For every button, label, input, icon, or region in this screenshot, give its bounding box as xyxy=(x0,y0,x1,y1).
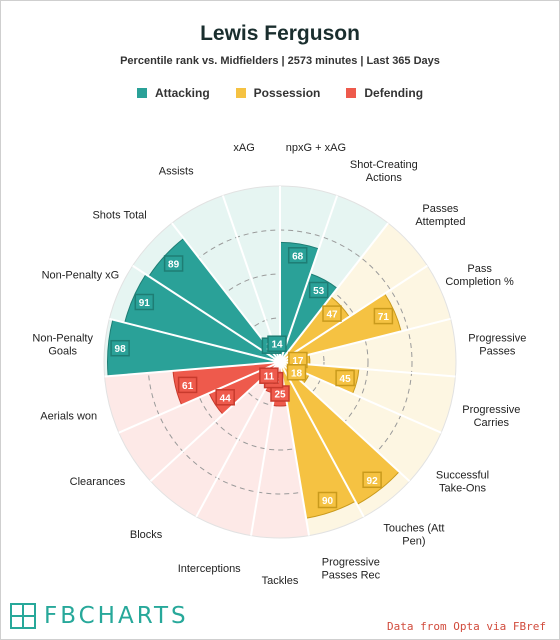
value-label-18: 14 xyxy=(271,340,283,351)
value-label-1: 53 xyxy=(313,286,325,297)
value-label-13: 61 xyxy=(182,381,194,392)
category-label-0: npxG + xAG xyxy=(286,142,346,154)
sector-bg-17 xyxy=(171,195,280,362)
category-label-16: Shots Total xyxy=(92,209,146,221)
legend-item-defending: Defending xyxy=(346,86,423,100)
legend: Attacking Possession Defending xyxy=(0,86,560,100)
legend-item-attacking: Attacking xyxy=(136,86,210,100)
spoke-6 xyxy=(279,361,442,434)
category-label-9: Tackles xyxy=(262,575,299,587)
value-box-5 xyxy=(335,369,355,387)
spoke-2 xyxy=(279,222,389,363)
brand-name: FBCHARTS xyxy=(44,603,189,629)
data-credit: Data from Opta via FBref xyxy=(387,620,546,633)
spoke-15 xyxy=(109,317,281,363)
chart-subtitle: Percentile rank vs. Midfielders | 2573 m… xyxy=(120,55,440,67)
spoke-16 xyxy=(132,264,281,363)
category-label-13: Aerials won xyxy=(40,411,97,423)
legend-label-attacking: Attacking xyxy=(154,86,210,100)
value-box-2 xyxy=(322,305,342,322)
value-label-11: 11 xyxy=(264,372,275,383)
value-box-13 xyxy=(177,376,198,394)
category-label-11: Blocks xyxy=(130,529,163,541)
category-label-7: Touches (Att Pen) xyxy=(383,523,444,548)
value-label-12: 44 xyxy=(220,393,232,404)
fbcharts-logo-icon xyxy=(10,603,36,629)
value-box-0 xyxy=(287,247,308,264)
sector-bg-11 xyxy=(150,362,280,517)
category-label-17: Assists xyxy=(159,165,194,177)
spoke-14 xyxy=(104,361,281,378)
value-box-16 xyxy=(163,255,184,272)
value-box-7 xyxy=(362,471,382,489)
value-label-3: 71 xyxy=(378,312,390,323)
spoke-7 xyxy=(279,361,411,482)
category-labels: npxG + xAG Shot-Creating Actions Passes Atte… xyxy=(32,142,526,587)
legend-swatch-possession xyxy=(235,88,246,98)
category-label-10: Interceptions xyxy=(178,563,241,575)
value-label-0: 68 xyxy=(292,251,304,262)
chart-title: Lewis Ferguson xyxy=(200,22,360,45)
value-label-6: 18 xyxy=(291,368,303,379)
value-box-18 xyxy=(267,335,287,352)
value-label-5: 45 xyxy=(340,374,352,385)
legend-label-possession: Possession xyxy=(253,86,321,100)
category-label-12: Clearances xyxy=(70,476,126,488)
category-label-5: Progressive Carries xyxy=(462,404,520,429)
value-box-1 xyxy=(308,281,329,299)
spoke-13 xyxy=(118,361,281,434)
spoke-3 xyxy=(279,264,428,363)
value-box-12 xyxy=(215,389,235,406)
value-label-9: 25 xyxy=(274,390,286,401)
value-label-16: 89 xyxy=(168,260,180,271)
value-labels: 68534771174518929025181144619891891114 xyxy=(110,247,394,509)
spoke-5 xyxy=(279,361,456,378)
value-box-8 xyxy=(317,491,338,509)
value-label-2: 47 xyxy=(326,310,338,321)
category-label-15: Non-Penalty xG xyxy=(42,269,120,281)
value-label-14: 98 xyxy=(115,344,127,355)
legend-label-defending: Defending xyxy=(364,86,424,100)
value-label-8: 90 xyxy=(322,496,334,507)
category-label-3: Pass Completion % xyxy=(445,263,514,288)
spoke-8 xyxy=(279,361,365,518)
category-label-18: xAG xyxy=(233,142,254,154)
legend-item-possession: Possession xyxy=(235,86,321,100)
category-label-6: Successful Take-Ons xyxy=(436,470,489,495)
spoke-1 xyxy=(279,195,339,363)
value-label-15: 91 xyxy=(139,298,151,309)
spoke-12 xyxy=(149,361,281,482)
value-box-6 xyxy=(286,364,307,381)
category-label-4: Progressive Passes xyxy=(468,333,526,358)
sector-bg-6 xyxy=(280,362,442,482)
legend-swatch-defending xyxy=(346,88,357,98)
brand-logo-block: FBCHARTS xyxy=(10,603,189,629)
value-box-11 xyxy=(259,367,279,384)
value-label-7: 92 xyxy=(367,476,379,487)
spoke-4 xyxy=(279,317,451,363)
category-label-2: Passes Attempted xyxy=(415,203,465,228)
legend-swatch-attacking xyxy=(136,88,147,98)
category-label-14: Non-Penalty Goals xyxy=(32,333,93,358)
value-box-3 xyxy=(373,307,394,325)
value-label-4: 17 xyxy=(292,356,304,367)
spoke-18 xyxy=(221,195,281,363)
value-box-15 xyxy=(134,293,155,311)
category-label-8: Progressive Passes Rec xyxy=(321,557,380,582)
category-label-1: Shot-Creating Actions xyxy=(350,159,418,184)
value-box-14 xyxy=(110,339,130,357)
sector-bg-10 xyxy=(196,362,280,536)
